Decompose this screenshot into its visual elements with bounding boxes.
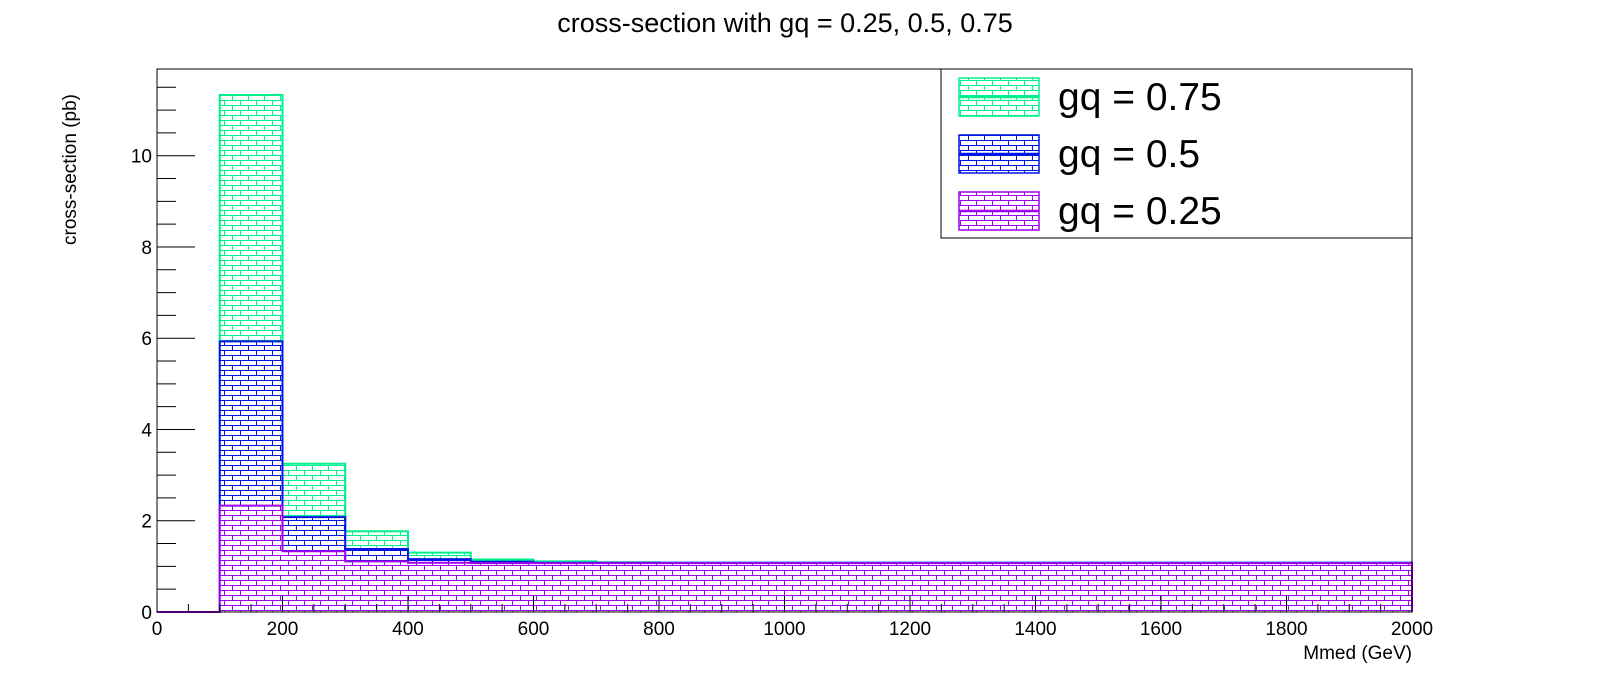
x-tick-label: 0 [152, 619, 163, 640]
x-tick-label: 1000 [763, 619, 805, 640]
legend-label: gq = 0.25 [1058, 190, 1222, 233]
chart-title: cross-section with gq = 0.25, 0.5, 0.75 [557, 8, 1013, 38]
y-tick-label: 6 [141, 329, 152, 350]
bar-gq-0-25-bin-2 [282, 551, 346, 612]
y-tick-label: 10 [131, 147, 152, 168]
x-tick-label: 1600 [1140, 619, 1182, 640]
y-tick-label: 2 [141, 512, 152, 533]
y-tick-label: 0 [141, 603, 152, 624]
legend-entry-gq-0-75: gq = 0.75 [958, 76, 1222, 119]
legend-entry-gq-0-25: gq = 0.25 [958, 190, 1222, 233]
legend: gq = 0.75 gq = 0.5 gq = 0.25 [940, 68, 1413, 239]
x-tick-label: 200 [267, 619, 299, 640]
bar-gq-0-25-bin-7 [596, 563, 659, 612]
legend-entry-gq-0-5: gq = 0.5 [958, 133, 1200, 176]
legend-label: gq = 0.5 [1058, 133, 1200, 176]
x-tick-label: 400 [392, 619, 424, 640]
y-tick-label: 4 [141, 420, 152, 441]
bar-gq-0-25-bin-5 [470, 563, 534, 612]
x-tick-label: 800 [643, 619, 675, 640]
axes: 0 200 400 600 800 1000 1200 1400 1600 1800 2000 0 2 4… [131, 68, 1433, 640]
bar-gq-0-25-bin-1 [219, 505, 283, 612]
x-tick-label: 600 [518, 619, 550, 640]
bar-gq-0-25-bin-3 [345, 561, 408, 612]
x-tick-label: 1200 [889, 619, 931, 640]
y-tick-label: 8 [141, 238, 152, 259]
x-tick-label: 1400 [1014, 619, 1056, 640]
x-tick-label: 2000 [1391, 619, 1433, 640]
y-axis-label: cross-section (pb) [60, 94, 81, 245]
outline-gq-0-25 [157, 504, 1413, 613]
bar-gq-0-25-bin-6 [533, 563, 597, 612]
x-tick-label: 1800 [1265, 619, 1307, 640]
legend-label: gq = 0.75 [1058, 76, 1222, 119]
bar-gq-0-25-bin-4 [408, 562, 471, 612]
x-axis-label: Mmed (GeV) [1303, 643, 1412, 664]
